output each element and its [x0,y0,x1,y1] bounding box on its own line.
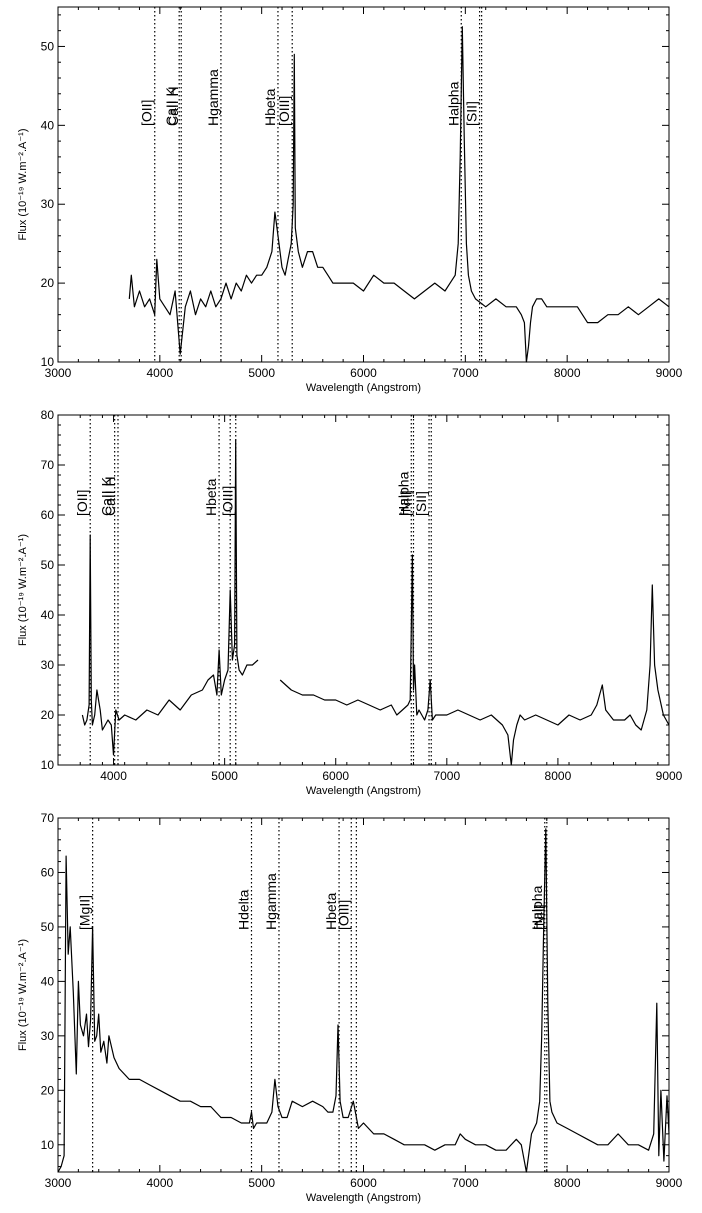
x-tick-label: 8000 [554,366,581,380]
y-tick-label: 30 [41,1029,55,1043]
plot-frame [57,6,670,363]
x-tick-label: 9000 [656,1176,683,1190]
y-tick-label: 50 [41,558,55,572]
y-tick-label: 70 [41,458,55,472]
x-tick-label: 5000 [248,1176,275,1190]
y-tick-label: 30 [41,197,55,211]
y-tick-label: 50 [41,920,55,934]
emission-line-label: [OII] [74,490,90,516]
y-tick-label: 20 [41,1083,55,1097]
emission-line-label: CaII K [163,86,179,126]
emission-line-label: Hbeta [323,892,339,930]
x-tick-label: 5000 [248,366,275,380]
spectrum-curve [57,828,670,1173]
x-tick-label: 6000 [322,769,349,783]
spectrum-curve [128,26,670,363]
emission-line-label: [OIII] [276,96,292,126]
x-tick-label: 4000 [146,1176,173,1190]
x-axis-label: Wavelength (Angstrom) [306,785,421,797]
y-tick-label: 50 [41,39,55,53]
spectrum-curve [81,439,259,756]
x-tick-label: 3000 [45,1176,72,1190]
plot-frame [57,817,670,1173]
y-tick-label: 70 [41,811,55,825]
emission-line-label: Hdelta [235,889,251,930]
x-tick-label: 4000 [146,366,173,380]
x-tick-label: 9000 [656,366,683,380]
emission-line-label: Halpha [529,885,545,930]
y-axis-label: Flux (10⁻¹⁹ W.m⁻².A⁻¹) [17,939,29,1051]
emission-line-label: [OIII] [220,486,236,516]
y-tick-label: 20 [41,276,55,290]
y-axis-label: Flux (10⁻¹⁹ W.m⁻².A⁻¹) [17,534,29,646]
y-tick-label: 10 [41,1138,55,1152]
y-axis-label: Flux (10⁻¹⁹ W.m⁻².A⁻¹) [17,129,29,241]
emission-line-label: [SII] [464,101,480,126]
x-tick-label: 8000 [554,1176,581,1190]
emission-line-label: [MgII] [77,895,93,930]
y-tick-label: 20 [41,708,55,722]
x-tick-label: 8000 [545,769,572,783]
emission-line-label: [OII] [139,100,155,126]
y-tick-label: 40 [41,608,55,622]
x-tick-label: 7000 [452,1176,479,1190]
emission-line-label: [SII] [413,491,429,516]
emission-line-label: Hbeta [262,88,278,126]
emission-line-label: Hbeta [203,478,219,516]
emission-line-label: CaII H [165,86,181,126]
y-tick-label: 10 [41,355,55,369]
spectrum-curve [279,554,670,766]
emission-line-label: Hgamma [263,873,279,930]
x-axis-label: Wavelength (Angstrom) [306,1192,421,1204]
y-tick-label: 40 [41,974,55,988]
x-tick-label: 5000 [211,769,238,783]
plot-frame [57,414,670,766]
y-tick-label: 30 [41,658,55,672]
emission-line-label: CaII H [102,476,118,516]
x-tick-label: 6000 [350,1176,377,1190]
emission-line-label: [NII] [531,904,547,930]
y-tick-label: 10 [41,758,55,772]
y-tick-label: 60 [41,865,55,879]
emission-line-label: Halpha [395,471,411,516]
x-tick-label: 7000 [452,366,479,380]
x-tick-label: 3000 [45,366,72,380]
emission-line-label: [OIII] [335,900,351,930]
x-tick-label: 4000 [100,769,127,783]
x-axis-label: Wavelength (Angstrom) [306,382,421,394]
emission-line-label: [NII] [397,490,413,516]
spectrum-panel-3: [MgII] Hdelta Hgamma Hbeta[OIII] Halpha[NII]… [17,811,683,1204]
x-tick-label: 9000 [656,769,683,783]
x-tick-label: 6000 [350,366,377,380]
y-tick-label: 60 [41,508,55,522]
emission-line-label: Hgamma [205,69,221,126]
emission-line-label: Halpha [445,81,461,126]
y-tick-label: 40 [41,118,55,132]
emission-line-label: CaII K [99,476,115,516]
y-tick-label: 80 [41,408,55,422]
x-tick-label: 7000 [433,769,460,783]
